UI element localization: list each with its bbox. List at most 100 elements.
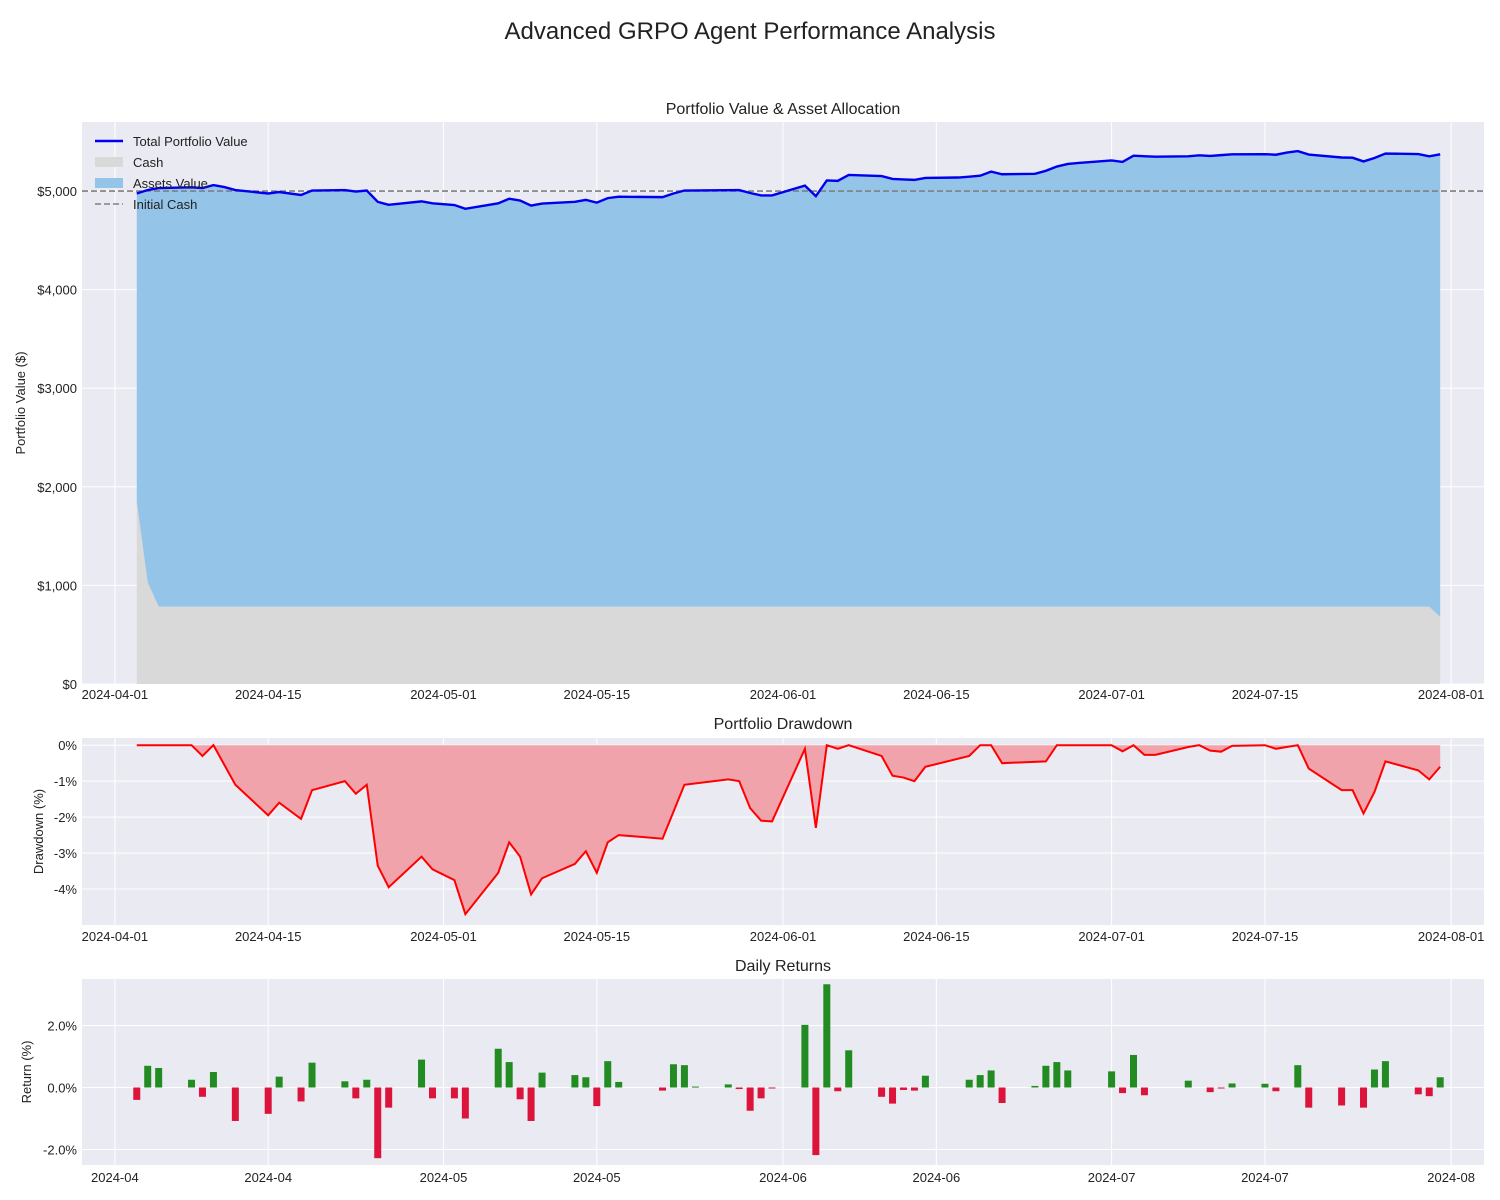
return-bar-positive: [680, 1065, 688, 1088]
legend-label: Total Portfolio Value: [133, 134, 248, 149]
y-tick-label: -4%: [54, 882, 78, 897]
return-bar-negative: [889, 1087, 897, 1104]
return-bar-negative: [352, 1087, 360, 1099]
return-bar-positive: [1031, 1085, 1039, 1088]
legend-label: Initial Cash: [133, 197, 197, 212]
return-bar-positive: [209, 1072, 217, 1088]
return-bar-positive: [275, 1076, 283, 1088]
return-bar-positive: [965, 1079, 973, 1088]
return-bar-positive: [494, 1048, 502, 1088]
return-bar-negative: [812, 1087, 820, 1156]
x-tick-label: 2024-05: [420, 1170, 468, 1185]
return-bar-positive: [1228, 1083, 1236, 1088]
x-tick-label: 2024-05-01: [410, 929, 477, 944]
return-bar-positive: [505, 1062, 513, 1088]
return-bar-positive: [1053, 1062, 1061, 1088]
return-bar-negative: [878, 1087, 886, 1097]
return-bar-positive: [363, 1079, 371, 1088]
return-bar-positive: [669, 1064, 677, 1088]
y-tick-label: 0%: [58, 738, 77, 753]
return-bar-positive: [976, 1075, 984, 1088]
x-tick-label: 2024-04-15: [235, 687, 302, 702]
y-axis-label: Return (%): [19, 1041, 34, 1104]
return-bar-positive: [1064, 1070, 1072, 1088]
y-tick-label: -1%: [54, 774, 78, 789]
return-bar-negative: [834, 1087, 842, 1092]
y-tick-label: $2,000: [37, 480, 77, 495]
total-value-line: [136, 149, 1441, 210]
x-tick-label: 2024-07: [1088, 1170, 1136, 1185]
x-tick-label: 2024-04: [91, 1170, 139, 1185]
y-axis-label: Drawdown (%): [31, 789, 46, 874]
subplot-title: Portfolio Value & Asset Allocation: [666, 101, 901, 118]
return-bar-positive: [615, 1081, 623, 1088]
legend-swatch: [95, 157, 123, 167]
return-bar-negative: [527, 1087, 535, 1121]
legend-swatch: [95, 178, 123, 188]
return-bar-positive: [571, 1075, 579, 1088]
return-bar-negative: [1414, 1087, 1422, 1095]
return-bar-negative: [374, 1087, 382, 1159]
y-tick-label: 2.0%: [47, 1019, 77, 1034]
return-bar-negative: [1206, 1087, 1214, 1093]
x-tick-label: 2024-05: [573, 1170, 621, 1185]
return-bar-positive: [691, 1086, 699, 1088]
x-tick-label: 2024-06: [759, 1170, 807, 1185]
y-tick-label: $0: [63, 677, 77, 692]
x-tick-label: 2024-04: [244, 1170, 292, 1185]
y-tick-label: $1,000: [37, 578, 77, 593]
y-axis-label: Portfolio Value ($): [13, 351, 28, 454]
return-bar-negative: [1119, 1087, 1127, 1094]
legend-label: Assets Value: [133, 176, 208, 191]
figure-title: Advanced GRPO Agent Performance Analysis: [504, 18, 996, 45]
return-bar-positive: [823, 984, 831, 1088]
x-tick-label: 2024-05-01: [410, 687, 477, 702]
return-bar-negative: [297, 1087, 305, 1102]
x-tick-label: 2024-06: [912, 1170, 960, 1185]
return-bar-positive: [1108, 1071, 1116, 1088]
y-tick-label: -2%: [54, 810, 78, 825]
return-bar-negative: [516, 1087, 524, 1100]
x-tick-label: 2024-06-01: [750, 929, 817, 944]
return-bar-positive: [845, 1050, 853, 1088]
return-bar-negative: [231, 1087, 239, 1121]
x-tick-label: 2024-05-15: [564, 687, 631, 702]
return-bar-positive: [987, 1070, 995, 1088]
x-tick-label: 2024-04-01: [82, 929, 149, 944]
subplot-title: Portfolio Drawdown: [714, 716, 853, 733]
drawdown-line: [136, 743, 1441, 917]
y-tick-label: $3,000: [37, 381, 77, 396]
return-bar-positive: [538, 1072, 546, 1088]
return-bar-positive: [1370, 1069, 1378, 1088]
return-bar-positive: [1294, 1065, 1302, 1088]
return-bar-negative: [198, 1087, 206, 1097]
return-bar-positive: [418, 1059, 426, 1088]
return-bar-negative: [429, 1087, 436, 1099]
return-bar-negative: [450, 1087, 458, 1099]
return-bar-negative: [1217, 1087, 1225, 1089]
return-bar-negative: [1272, 1087, 1280, 1092]
return-bar-positive: [1042, 1065, 1050, 1088]
return-bar-negative: [1140, 1087, 1148, 1096]
return-bar-negative: [593, 1087, 601, 1107]
return-bar-negative: [461, 1087, 469, 1119]
return-bar-negative: [264, 1087, 272, 1114]
x-tick-label: 2024-08-01: [1418, 929, 1485, 944]
return-bar-negative: [735, 1087, 743, 1090]
x-tick-label: 2024-08-01: [1418, 687, 1485, 702]
y-tick-label: $5,000: [37, 184, 77, 199]
x-tick-label: 2024-04-15: [235, 929, 302, 944]
cash-area: [136, 501, 1441, 684]
return-bar-negative: [1360, 1087, 1368, 1108]
return-bar-negative: [385, 1087, 393, 1108]
subplot-title: Daily Returns: [735, 958, 831, 975]
return-bar-positive: [724, 1084, 732, 1088]
return-bar-positive: [341, 1081, 349, 1088]
return-bar-positive: [1130, 1054, 1137, 1088]
return-bar-negative: [757, 1087, 765, 1099]
return-bar-positive: [188, 1079, 196, 1088]
return-bar-positive: [1261, 1083, 1269, 1088]
return-bar-positive: [1184, 1080, 1192, 1088]
return-bar-positive: [604, 1061, 612, 1088]
x-tick-label: 2024-07-01: [1078, 687, 1145, 702]
